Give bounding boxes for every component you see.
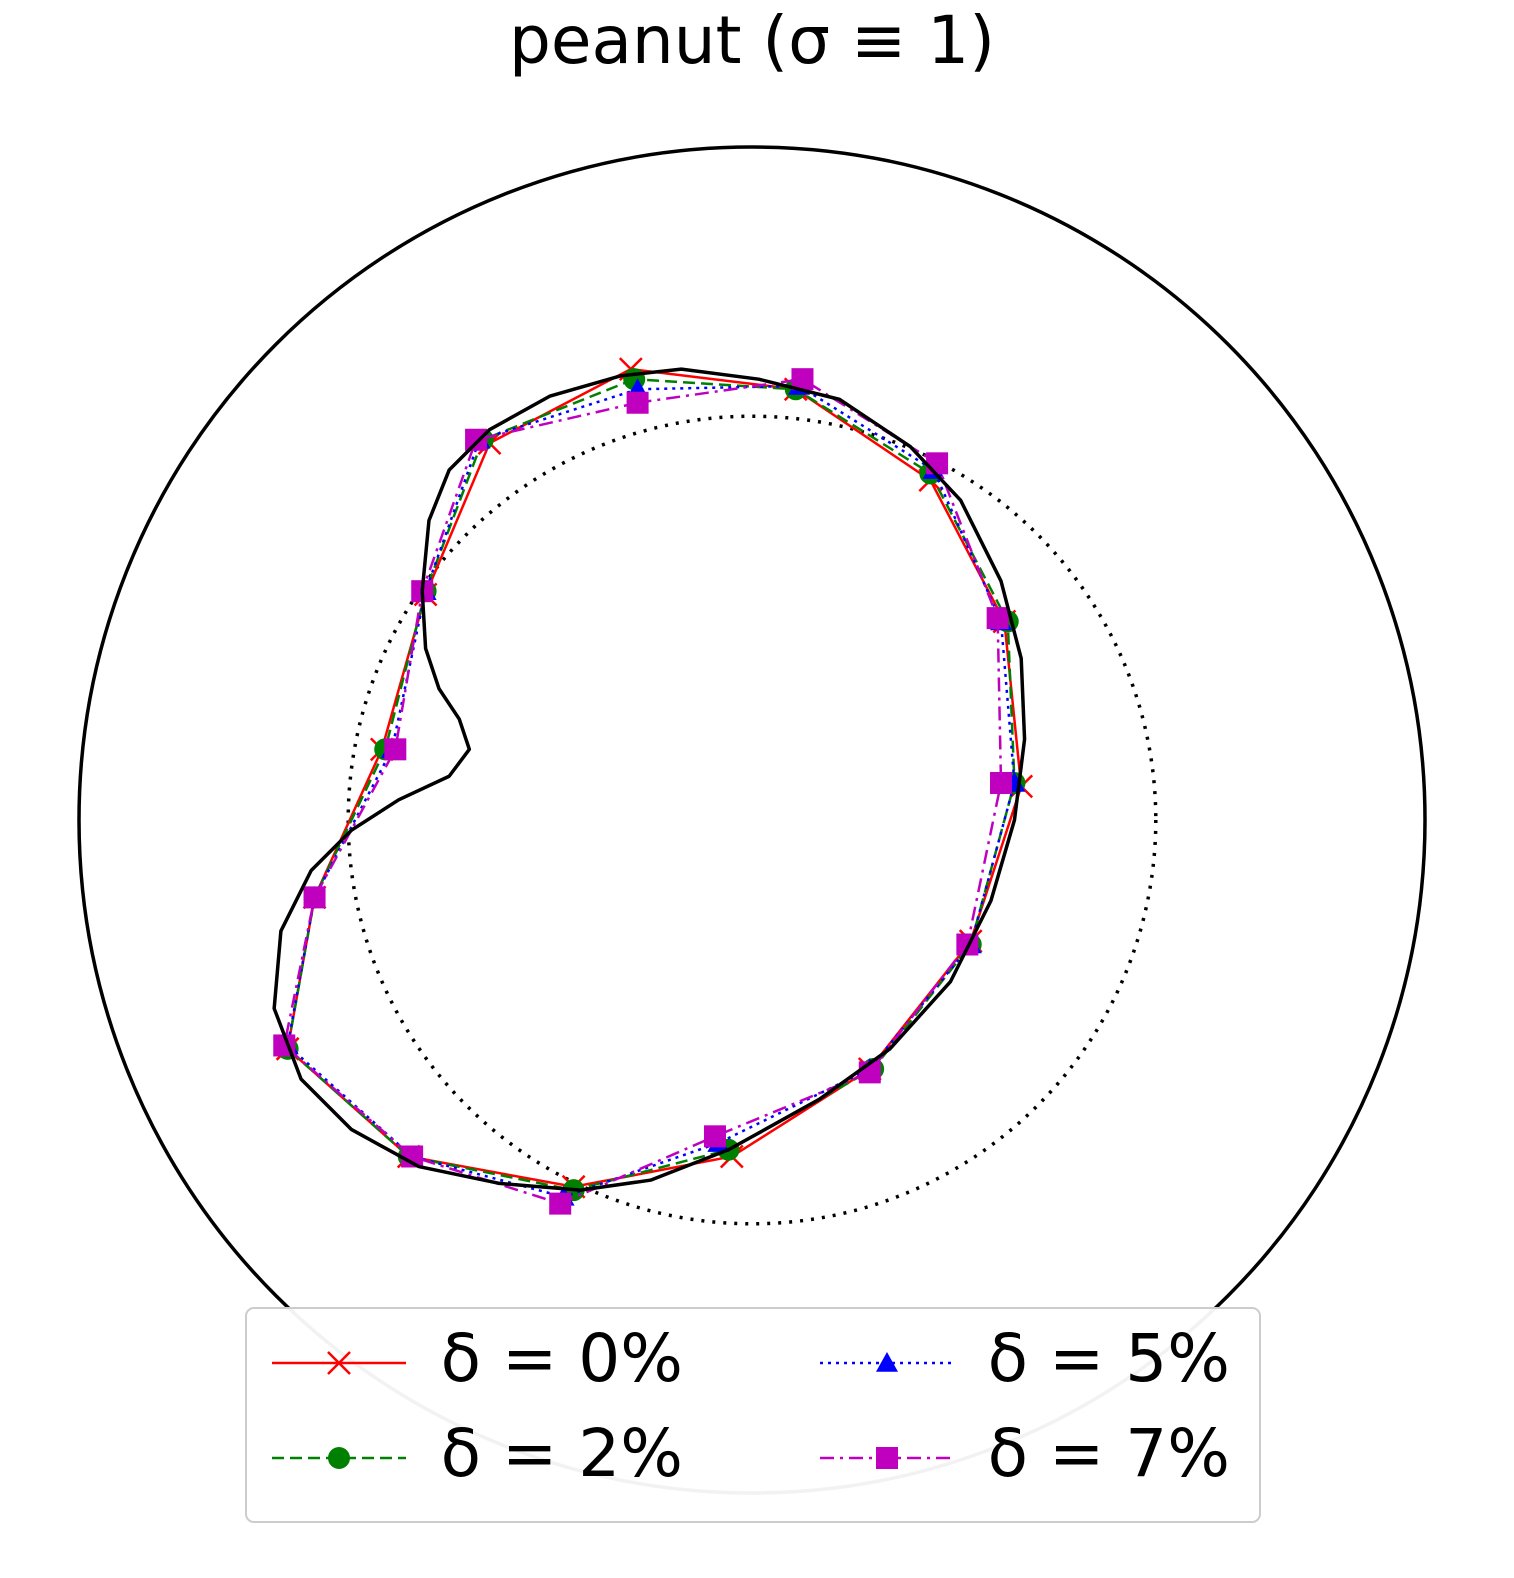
series-line (282, 377, 1003, 1205)
legend: δ = 0% δ = 2% δ = 5% δ = 7% (245, 1307, 1261, 1523)
legend-label: δ = 0% (441, 1320, 683, 1397)
marker (384, 738, 407, 761)
reference-circle (77, 145, 1427, 1495)
series (275, 357, 1034, 1199)
series-line (286, 384, 1016, 1199)
reference-circle (346, 414, 1158, 1226)
marker (703, 1125, 726, 1148)
marker (990, 771, 1013, 794)
marker (626, 391, 649, 414)
marker (986, 607, 1009, 630)
marker (465, 428, 488, 451)
series-line (286, 377, 1016, 1192)
marker (327, 1351, 351, 1375)
series-line (286, 367, 1023, 1189)
marker (926, 452, 949, 475)
marker (401, 1145, 424, 1168)
marker (876, 1447, 898, 1469)
plot-area (77, 145, 1427, 1495)
legend-label: δ = 7% (988, 1415, 1230, 1492)
marker (328, 1447, 350, 1469)
legend-label: δ = 5% (988, 1320, 1230, 1397)
marker (876, 1352, 898, 1372)
legend-label: δ = 2% (441, 1415, 683, 1492)
true-boundary (272, 367, 1027, 1192)
marker (791, 368, 814, 391)
series (273, 368, 1013, 1215)
legend-box (245, 1307, 1261, 1523)
marker (303, 886, 326, 909)
chart-title: peanut (σ ≡ 1) (509, 2, 995, 79)
series (276, 368, 1026, 1202)
series (276, 374, 1026, 1206)
marker (549, 1192, 572, 1215)
